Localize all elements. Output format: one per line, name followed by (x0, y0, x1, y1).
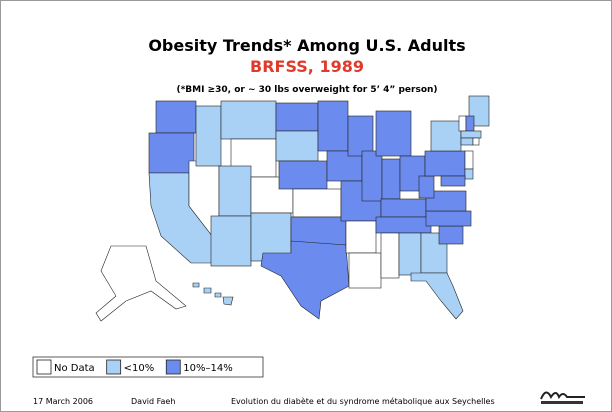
legend-label: 10%–14% (183, 363, 232, 374)
subtitle: BRFSS, 1989 (250, 57, 364, 76)
legend: No Data <10% 10%–14% (32, 356, 264, 378)
logo (540, 391, 585, 400)
legend-label: No Data (54, 363, 95, 374)
legend-label: <10% (124, 363, 155, 374)
legend-frame (32, 356, 264, 378)
title: Obesity Trends* Among U.S. Adults (148, 36, 465, 55)
legend-swatch (106, 359, 122, 375)
legend-swatch (165, 359, 181, 375)
footer-topic: Evolution du diabète et du syndrome méta… (231, 396, 495, 406)
footer-author: David Faeh (131, 397, 175, 406)
logo-bar (541, 401, 583, 404)
note: (*BMI ≥30, or ~ 30 lbs overweight for 5’… (176, 85, 437, 95)
legend-swatch (36, 359, 52, 375)
footer-date: 17 March 2006 (33, 397, 93, 406)
us-map (95, 95, 490, 322)
